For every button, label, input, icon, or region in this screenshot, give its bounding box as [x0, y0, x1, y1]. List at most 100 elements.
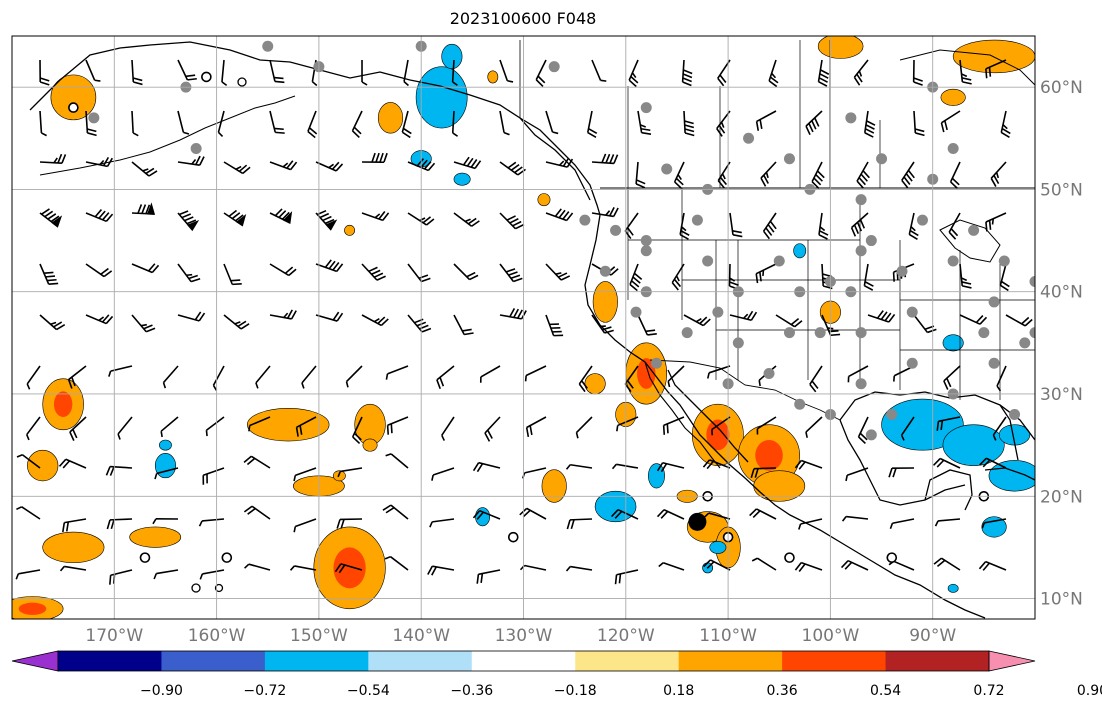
negative-anomaly: [709, 540, 727, 554]
empty-station-marker: [784, 552, 795, 563]
wind-barb: [248, 416, 271, 432]
wind-barb: [933, 557, 961, 571]
wind-barb: [476, 569, 501, 584]
station-dot: [968, 224, 980, 236]
positive-anomaly: [362, 438, 378, 452]
wind-barb: [985, 59, 1007, 79]
wind-barb: [177, 110, 190, 135]
strong-positive-anomaly: [755, 440, 783, 471]
station-dot: [845, 112, 857, 124]
wind-barb: [351, 416, 363, 445]
station-dot: [190, 143, 202, 155]
positive-anomaly: [537, 193, 551, 207]
wind-barb: [545, 208, 574, 222]
lon-tick-label: 110°W: [699, 626, 757, 646]
station-dot: [783, 153, 795, 165]
wind-barb: [451, 110, 459, 137]
negative-anomaly: [453, 172, 471, 186]
wind-barb: [293, 518, 317, 533]
wind-barb: [484, 416, 501, 442]
wind-barb: [361, 314, 389, 327]
great-lakes: [939, 219, 1001, 263]
wind-barb: [912, 59, 923, 86]
station-dot: [988, 296, 1000, 308]
border-us-mexico: [649, 359, 841, 421]
wind-barb: [223, 314, 250, 330]
station-dot: [855, 327, 867, 339]
wind-barb: [85, 59, 101, 82]
wind-barb: [131, 263, 160, 274]
colorbar-tick-label: 0.36: [767, 683, 798, 699]
wind-barb: [453, 212, 480, 227]
wind-barb: [673, 161, 685, 190]
empty-station-marker: [221, 552, 233, 563]
wind-barb: [934, 518, 961, 527]
station-dot: [865, 235, 877, 247]
colorbar-tick-label: 0.90: [1077, 683, 1102, 699]
station-dot: [814, 327, 826, 339]
wind-barb: [863, 110, 876, 138]
wind-barb: [1000, 110, 1011, 139]
wind-barb: [755, 263, 777, 284]
station-dot: [548, 61, 560, 73]
positive-anomaly: [129, 526, 182, 548]
station-dot: [1019, 337, 1031, 349]
wind-barb: [681, 59, 693, 87]
wind-barb: [345, 365, 363, 388]
strong-positive-anomaly: [706, 419, 730, 451]
wind-barb: [67, 365, 87, 389]
empty-station-marker: [886, 552, 898, 563]
station-dot: [763, 368, 775, 380]
wind-barb: [751, 557, 777, 571]
wind-barb: [117, 416, 133, 440]
wind-barb: [616, 416, 639, 432]
wind-barb: [499, 161, 527, 176]
wind-barb: [679, 212, 690, 240]
wind-barb: [948, 212, 961, 240]
wind-barb: [889, 518, 915, 529]
station-dot: [906, 306, 918, 318]
station-dot: [691, 214, 703, 226]
wind-barb: [361, 152, 388, 163]
station-dot: [855, 245, 867, 257]
strong-positive-anomaly: [637, 358, 656, 389]
wind-barb: [153, 569, 179, 580]
positive-anomaly: [42, 531, 105, 564]
wind-barb: [755, 110, 777, 131]
colorbar-frame: [57, 650, 990, 672]
wind-barb: [315, 259, 344, 273]
map-title: 2023100600 F048: [449, 9, 597, 28]
coastline-gulf-california: [667, 369, 749, 463]
coastline-mexico-gulf: [839, 419, 966, 506]
wind-barb: [535, 59, 547, 87]
wind-barb: [295, 416, 317, 437]
wind-barb: [841, 515, 869, 522]
station-dot: [743, 132, 755, 144]
wind-barb: [39, 263, 59, 286]
wind-barb: [336, 518, 363, 529]
wind-barb: [85, 209, 114, 223]
lon-tick-label: 130°W: [495, 626, 553, 646]
station-dot: [947, 143, 959, 155]
wind-barb: [936, 416, 961, 431]
lat-tick-label: 40°N: [1040, 283, 1083, 303]
station-dot: [906, 357, 918, 369]
wind-barb: [269, 110, 285, 134]
colorbar-segment: [782, 651, 887, 671]
wind-barb: [26, 365, 41, 390]
wind-barb: [811, 161, 825, 189]
wind-barb: [407, 158, 436, 172]
wind-barb: [429, 518, 455, 528]
wind-barb: [545, 157, 574, 168]
positive-anomaly: [952, 39, 1035, 74]
positive-anomaly: [817, 36, 864, 59]
station-dot: [732, 337, 744, 349]
coastline-bc: [519, 117, 601, 216]
wind-barb: [386, 416, 409, 435]
wind-barb: [809, 365, 823, 393]
negative-anomaly: [475, 507, 491, 527]
coastline-alaska: [29, 41, 591, 201]
negative-anomaly: [942, 424, 1005, 466]
wind-barb: [131, 202, 156, 215]
